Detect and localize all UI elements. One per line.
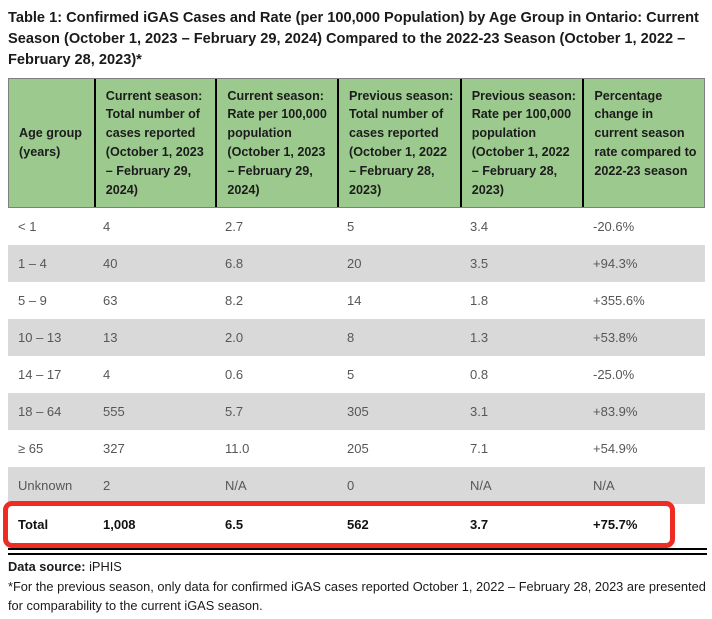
total-row: Total 1,008 6.5 562 3.7 +75.7% [3, 500, 705, 548]
column-header: Previous season: Rate per 100,000 popula… [459, 78, 583, 207]
table-cell: 1 – 4 [18, 255, 47, 271]
data-source-label: Data source: [8, 558, 86, 574]
table-cell: 10 – 13 [18, 329, 62, 345]
table-cell: -20.6% [593, 218, 635, 234]
table-cell: 7.1 [470, 440, 489, 456]
table-cell: 555 [103, 403, 125, 419]
table-cell: 327 [103, 440, 125, 456]
table-cell: -25.0% [593, 366, 635, 382]
column-header: Percentage change in current season rate… [582, 78, 704, 207]
table-cell: 205 [347, 440, 369, 456]
total-cell: Total [18, 517, 49, 533]
table-cell: 5 [347, 218, 355, 234]
igas-table: Age group (years) Current season: Total n… [3, 77, 707, 555]
total-cell: 6.5 [225, 517, 244, 533]
table-cell: 6.8 [225, 255, 244, 271]
table-cell: 5 – 9 [18, 292, 47, 308]
table-cell: 11.0 [225, 440, 250, 456]
table-row: Unknown 2 N/A 0 N/A N/A [8, 466, 705, 504]
column-header: Age group (years) [19, 125, 82, 159]
column-header: Current season: Rate per 100,000 populat… [215, 78, 337, 207]
table-cell: 1.3 [470, 329, 489, 345]
data-source-line: Data source: iPHIS [8, 559, 712, 574]
table-title: Table 1: Confirmed iGAS Cases and Rate (… [8, 10, 699, 68]
table-row: < 1 4 2.7 5 3.4 -20.6% [8, 207, 705, 245]
table-cell: 14 – 17 [18, 366, 62, 382]
table-cell: 3.1 [470, 403, 489, 419]
table-cell: 2 [103, 477, 111, 493]
table-cell: +94.3% [593, 255, 638, 271]
table-cell: 8 [347, 329, 355, 345]
table-cell: Unknown [18, 477, 73, 493]
column-header: Current season: Total number of cases re… [93, 78, 216, 207]
table-cell: 2.0 [225, 329, 244, 345]
column-header: Previous season: Total number of cases r… [337, 78, 460, 207]
table-cell: N/A [593, 477, 615, 493]
table-cell: 5 [347, 366, 355, 382]
table-cell: 4 [103, 218, 111, 234]
table-cell: 4 [103, 366, 111, 382]
table-cell: 18 – 64 [18, 403, 62, 419]
table-cell: 0.8 [470, 366, 489, 382]
table-cell: 3.5 [470, 255, 489, 271]
table-cell: 8.2 [225, 292, 244, 308]
total-cell: 1,008 [103, 517, 136, 533]
total-cell: 3.7 [470, 517, 489, 533]
table-cell: ≥ 65 [18, 440, 44, 456]
table-cell: +355.6% [593, 292, 645, 308]
table-cell: 40 [103, 255, 118, 271]
total-cell: +75.7% [593, 517, 638, 533]
table-cell: +83.9% [593, 403, 638, 419]
table-cell: +54.9% [593, 440, 638, 456]
table-cell: 1.8 [470, 292, 489, 308]
table-row: 14 – 17 4 0.6 5 0.8 -25.0% [8, 355, 705, 393]
table-cell: 13 [103, 329, 118, 345]
table-cell: 5.7 [225, 403, 244, 419]
table-row: 1 – 4 40 6.8 20 3.5 +94.3% [8, 244, 705, 282]
table-cell: +53.8% [593, 329, 638, 345]
table-bottom-double-rule [8, 547, 707, 555]
table-cell: N/A [470, 477, 492, 493]
table-cell: 3.4 [470, 218, 489, 234]
footnote: *For the previous season, only data for … [8, 578, 706, 613]
table-row: 10 – 13 13 2.0 8 1.3 +53.8% [8, 318, 705, 356]
total-cell: 562 [347, 517, 369, 533]
table-cell: 14 [347, 292, 362, 308]
table-cell: 20 [347, 255, 362, 271]
table-cell: 0.6 [225, 366, 244, 382]
table-cell: 63 [103, 292, 118, 308]
data-source-value: iPHIS [89, 558, 122, 574]
table-cell: 2.7 [225, 218, 244, 234]
table-row: 18 – 64 555 5.7 305 3.1 +83.9% [8, 392, 705, 430]
table-row: ≥ 65 327 11.0 205 7.1 +54.9% [8, 429, 705, 467]
table-cell: < 1 [18, 218, 37, 234]
table-cell: 0 [347, 477, 355, 493]
table-header-row: Age group (years) Current season: Total n… [8, 77, 705, 208]
table-body: < 1 4 2.7 5 3.4 -20.6% 1 – 4 40 6.8 20 3.5 +94.3% 5 … [8, 207, 705, 504]
table-cell: N/A [225, 477, 247, 493]
table-cell: 305 [347, 403, 369, 419]
table-row: 5 – 9 63 8.2 14 1.8 +355.6% [8, 281, 705, 319]
